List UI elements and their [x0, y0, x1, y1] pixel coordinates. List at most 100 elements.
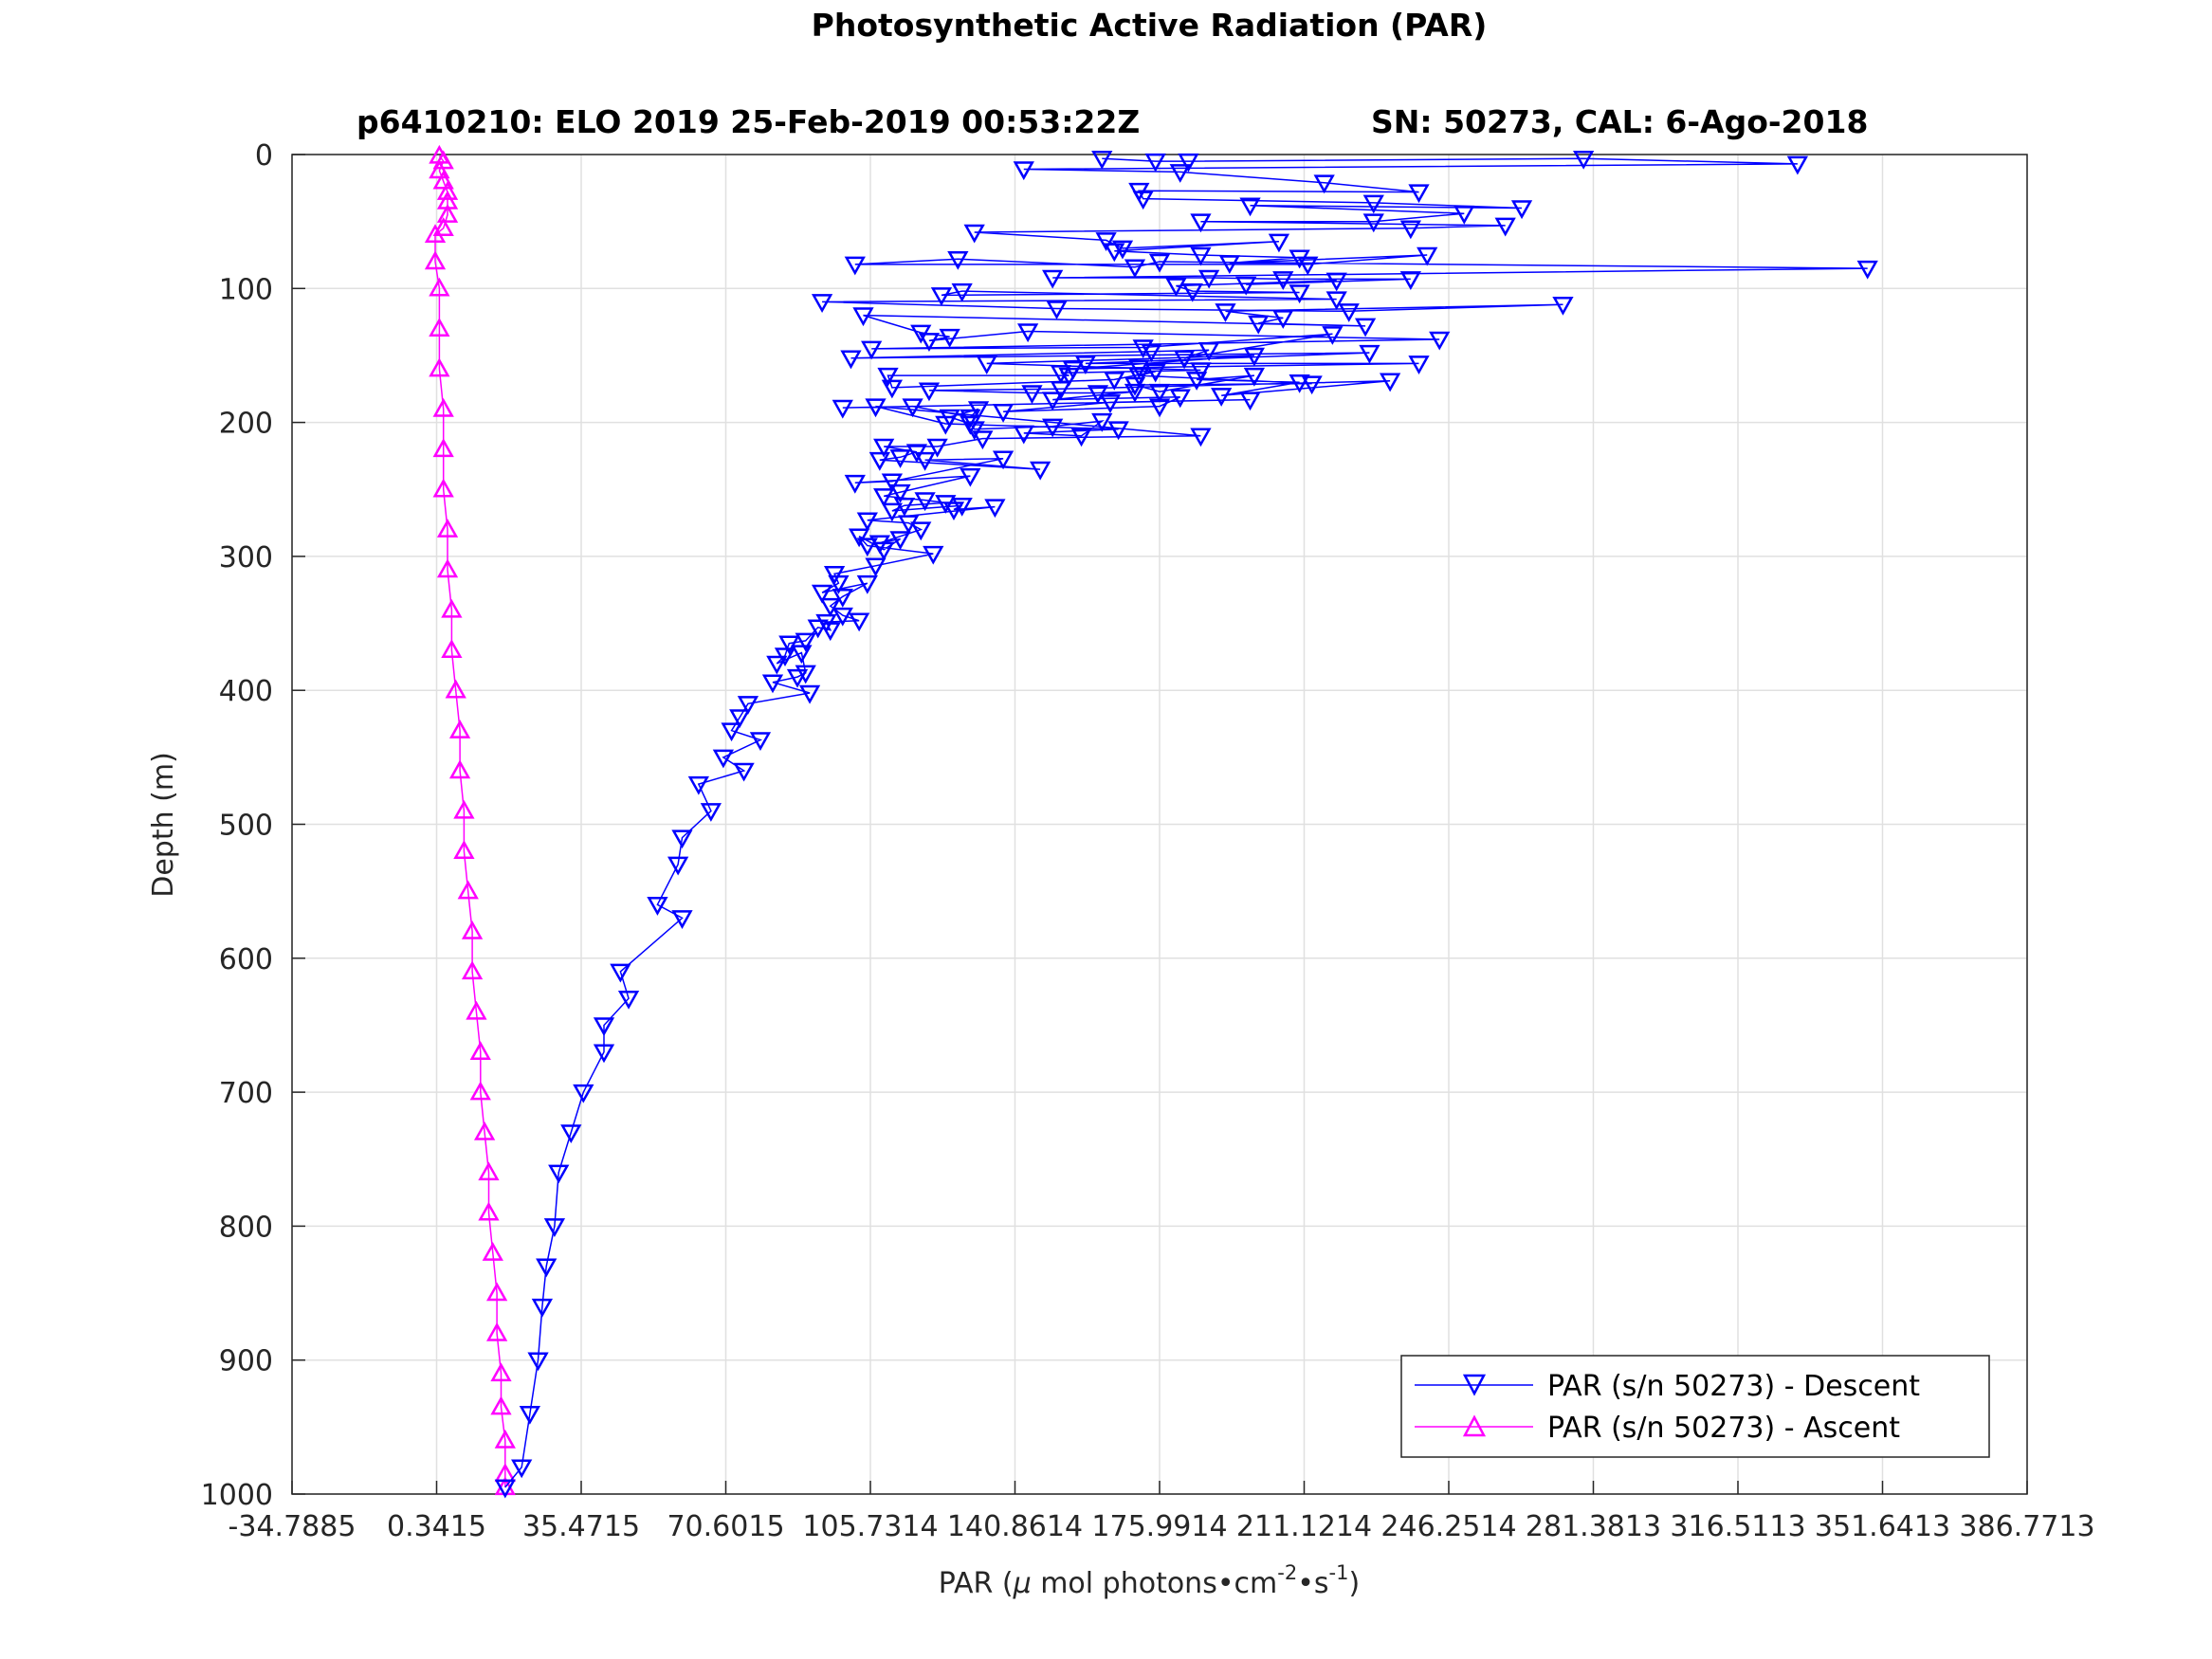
data-point-marker	[436, 190, 459, 210]
data-point-marker	[749, 732, 772, 752]
data-point-marker	[992, 404, 1015, 423]
data-point-marker	[432, 438, 454, 458]
data-point-marker	[795, 665, 816, 684]
data-point-marker	[881, 502, 904, 522]
data-point-marker	[881, 379, 904, 399]
x-tick-label: 316.5113	[1670, 1510, 1805, 1543]
data-point-marker	[1132, 191, 1154, 210]
data-point-marker	[1338, 303, 1360, 322]
data-point-marker	[1272, 271, 1294, 290]
chart-subtitle-left: p6410210: ELO 2019 25-Feb-2019 00:53:22Z	[356, 103, 1140, 140]
data-point-marker	[1429, 331, 1451, 351]
data-point-marker	[536, 1258, 558, 1278]
data-point-marker	[461, 920, 484, 939]
data-point-marker	[1104, 243, 1125, 263]
data-point-marker	[1070, 428, 1092, 447]
data-point-marker	[429, 318, 450, 337]
data-point-marker	[448, 720, 471, 738]
x-tick-label: 0.3415	[387, 1510, 486, 1543]
data-point-marker	[786, 668, 809, 688]
data-point-marker	[453, 840, 475, 860]
data-point-marker	[1190, 428, 1212, 447]
x-tick-label: -34.7885	[229, 1510, 356, 1543]
series-ascent	[424, 144, 516, 1496]
legend-descent-label: PAR (s/n 50273) - Descent	[1547, 1370, 1920, 1403]
y-tick-label: 900	[219, 1345, 273, 1378]
data-point-marker	[560, 1124, 582, 1144]
data-point-marker	[832, 399, 853, 419]
x-tick-label: 386.7713	[1959, 1510, 2094, 1543]
data-point-marker	[1021, 385, 1043, 405]
data-point-marker	[960, 467, 981, 487]
data-point-marker	[712, 749, 735, 769]
data-point-marker	[868, 451, 890, 471]
data-point-marker	[432, 170, 454, 190]
axes: -34.7885 0.3415 35.4715 70.6015 105.7314 140.…	[201, 139, 2095, 1543]
data-point-marker	[1095, 232, 1117, 251]
data-point-marker	[1181, 283, 1203, 302]
data-point-marker	[1050, 381, 1071, 400]
data-point-marker	[485, 1322, 508, 1341]
data-point-marker	[926, 438, 948, 458]
data-point-marker	[849, 612, 870, 632]
data-point-marker	[1552, 297, 1574, 316]
data-point-marker	[531, 1298, 554, 1318]
data-point-marker	[918, 333, 941, 352]
data-point-marker	[1099, 394, 1122, 413]
data-point-marker	[865, 557, 887, 577]
data-point-marker	[1325, 291, 1347, 311]
data-point-marker	[795, 632, 816, 652]
x-tick-label: 35.4715	[522, 1510, 640, 1543]
data-point-marker	[721, 722, 742, 742]
data-point-marker	[844, 474, 866, 494]
x-axis-label-prefix: PAR (	[939, 1567, 1014, 1600]
data-point-marker	[519, 1405, 540, 1425]
data-point-marker	[429, 144, 450, 164]
data-point-marker	[1243, 347, 1266, 367]
data-point-marker	[469, 1081, 491, 1101]
data-point-marker	[849, 528, 870, 548]
data-point-marker	[1313, 174, 1335, 194]
data-point-marker	[832, 589, 853, 608]
data-point-marker	[1013, 425, 1034, 445]
data-point-marker	[873, 438, 895, 458]
series-descent	[494, 150, 1878, 1499]
data-point-marker	[1185, 372, 1208, 391]
data-point-marker	[593, 1044, 615, 1064]
data-point-marker	[910, 521, 932, 541]
data-point-marker	[490, 1395, 512, 1415]
data-point-marker	[647, 897, 668, 916]
data-point-marker	[889, 449, 911, 468]
data-point-marker	[828, 574, 850, 594]
y-tick-label: 1000	[201, 1479, 273, 1512]
data-point-marker	[861, 340, 883, 360]
data-point-marker	[1050, 365, 1071, 384]
data-point-marker	[1197, 342, 1220, 361]
data-point-marker	[1190, 362, 1212, 382]
data-point-marker	[441, 639, 463, 659]
data-point-marker	[984, 499, 1006, 519]
data-point-marker	[466, 1000, 487, 1020]
data-point-marker	[1408, 184, 1430, 204]
data-point-marker	[881, 473, 904, 493]
data-point-marker	[947, 250, 969, 270]
data-point-marker	[1148, 398, 1171, 418]
data-point-marker	[930, 287, 953, 306]
legend-ascent-marker	[1462, 1414, 1487, 1437]
data-point-marker	[1362, 194, 1384, 214]
data-point-marker	[482, 1242, 503, 1261]
x-axis-label: PAR (μ mol photons•cm-2•s-1)	[939, 1561, 1360, 1600]
data-point-marker	[490, 1362, 512, 1382]
y-tick-label: 200	[219, 408, 273, 441]
data-point-marker	[791, 645, 813, 665]
legend-ascent-label: PAR (s/n 50273) - Ascent	[1547, 1412, 1900, 1445]
legend: PAR (s/n 50273) - Descent PAR (s/n 50273…	[1400, 1355, 1990, 1458]
data-point-marker	[1239, 392, 1261, 411]
data-point-marker	[733, 762, 755, 782]
data-point-marker	[819, 597, 841, 617]
legend-box	[1400, 1355, 1990, 1458]
data-point-marker	[436, 558, 459, 578]
data-point-marker	[1399, 220, 1421, 240]
data-point-marker	[1268, 233, 1290, 253]
